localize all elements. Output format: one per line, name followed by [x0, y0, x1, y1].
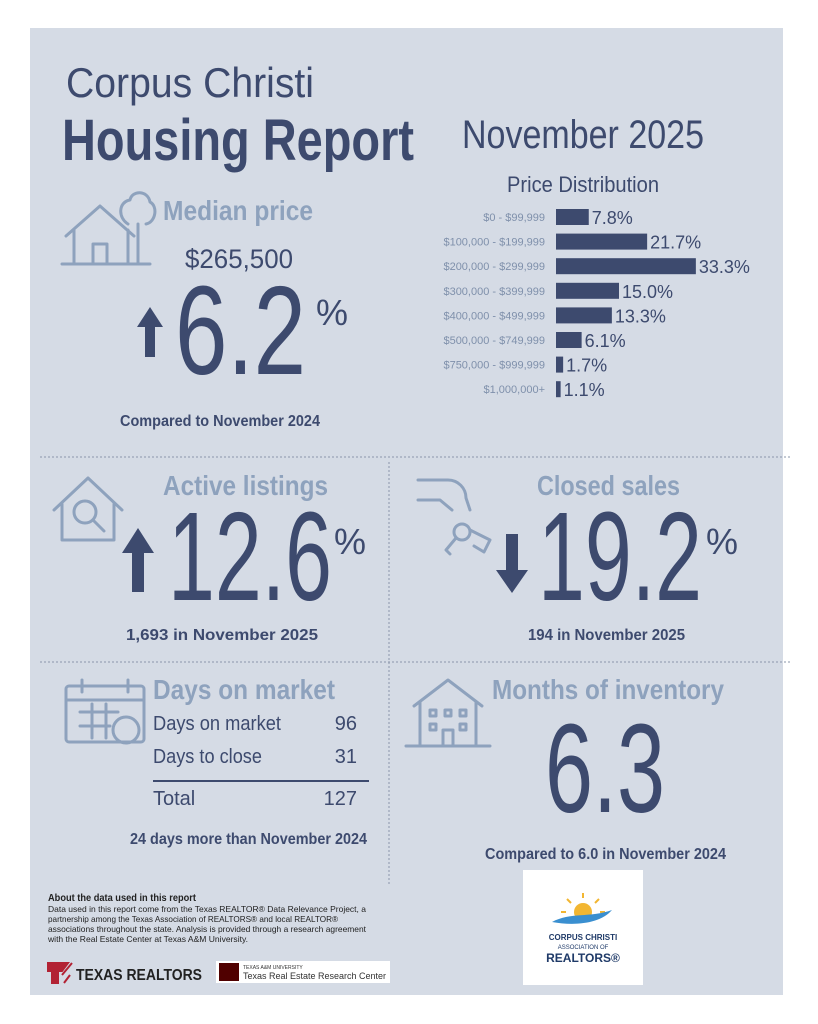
closed-note: 194 in November 2025 [528, 627, 685, 644]
bar [556, 356, 564, 373]
key-hand-icon [416, 478, 492, 556]
about-line: partnership among the Texas Association … [48, 914, 339, 924]
bar [556, 209, 589, 225]
bar [556, 381, 561, 398]
active-change: 12.6 [168, 486, 332, 627]
association-logo [523, 870, 643, 985]
dom-note: 24 days more than November 2024 [130, 831, 367, 848]
closed-unit: % [706, 521, 738, 562]
category-label: $1,000,000+ [484, 384, 545, 396]
tamu-small: TEXAS A&M UNIVERSITY [243, 965, 303, 971]
bar [556, 282, 619, 299]
about-text: Data used in this report come from the T… [47, 904, 367, 944]
calendar-icon [64, 678, 146, 745]
value-label: 21.7% [650, 233, 701, 253]
dom-label: Days on market [153, 674, 335, 705]
active-unit: % [334, 521, 366, 562]
price-distribution: $0 - $99,999 7.8% $100,000 - $199,999 21.7%… [443, 208, 749, 400]
search-house-icon [52, 476, 124, 542]
tr-logo [47, 962, 73, 984]
bar [556, 307, 612, 324]
building-icon [404, 678, 492, 748]
median-label: Median price [163, 195, 313, 226]
about-line: Data used in this report come from the T… [48, 904, 366, 914]
bar [556, 258, 696, 275]
closed-label: Closed sales [537, 470, 680, 501]
dom-row-value: 96 [335, 713, 357, 735]
bar [556, 332, 582, 348]
dom-total-value: 127 [324, 788, 357, 810]
value-label: 13.3% [615, 306, 666, 326]
panel [30, 28, 783, 995]
median-value: $265,500 [185, 244, 293, 274]
association-line: ASSOCIATION OF [558, 945, 609, 951]
bar [556, 233, 648, 250]
tamu-name: Texas Real Estate Research Center [243, 971, 386, 981]
moi-note: Compared to 6.0 in November 2024 [485, 846, 726, 863]
median-comparison: Compared to November 2024 [120, 413, 320, 430]
category-label: $300,000 - $399,999 [443, 286, 545, 298]
median-unit: % [316, 292, 348, 333]
up-arrow [122, 528, 154, 592]
down-arrow [496, 534, 528, 593]
dom-row-label: Days to close [153, 746, 262, 768]
category-label: $500,000 - $749,999 [443, 335, 545, 347]
moi-value: 6.3 [545, 698, 665, 839]
category-label: $0 - $99,999 [483, 212, 545, 224]
tamu-mark [219, 963, 239, 981]
report-title: Housing Report [62, 108, 414, 173]
value-label: 1.7% [566, 356, 607, 376]
sun-icon [552, 893, 612, 924]
value-label: 6.1% [585, 331, 626, 351]
dom-total-label: Total [153, 788, 195, 810]
category-label: $100,000 - $199,999 [443, 237, 545, 249]
association-line: CORPUS CHRISTI [549, 933, 617, 942]
about-title: About the data used in this report [48, 893, 197, 904]
about-line: with the Real Estate Center at Texas A&M… [47, 934, 248, 944]
value-label: 1.1% [564, 380, 605, 400]
closed-change: 19.2 [538, 486, 702, 627]
dom-row-label: Days on market [153, 713, 281, 735]
category-label: $200,000 - $299,999 [443, 261, 545, 273]
house-icon [60, 191, 157, 266]
median-change: 6.2 [175, 260, 306, 401]
active-note: 1,693 in November 2025 [126, 627, 318, 644]
value-label: 15.0% [622, 282, 673, 302]
moi-label: Months of inventory [492, 674, 724, 705]
value-label: 7.8% [592, 208, 633, 228]
chart-title: Price Distribution [507, 172, 659, 197]
report-date: November 2025 [462, 113, 704, 157]
dom-row-value: 31 [335, 746, 357, 768]
city: Corpus Christi [66, 59, 314, 106]
texas-realtors: TEXAS REALTORS [76, 967, 202, 984]
up-arrow [137, 307, 163, 357]
active-label: Active listings [163, 470, 328, 501]
tamu-box [216, 961, 390, 983]
about-line: associations throughout the state. Analy… [48, 924, 367, 934]
association-line: REALTORS® [546, 951, 620, 965]
category-label: $400,000 - $499,999 [443, 310, 545, 322]
category-label: $750,000 - $999,999 [443, 360, 545, 372]
value-label: 33.3% [699, 257, 750, 277]
